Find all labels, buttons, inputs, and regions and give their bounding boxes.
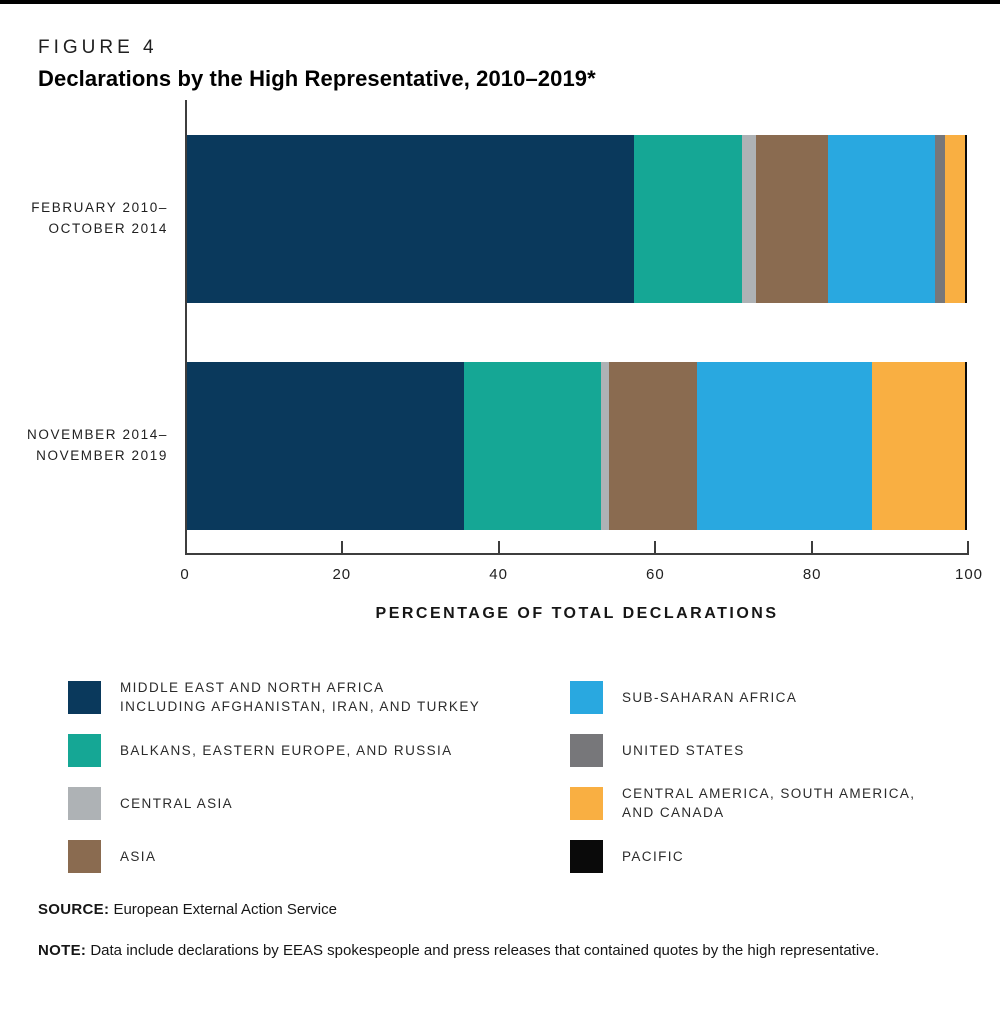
x-axis-tick-mark — [967, 541, 969, 553]
legend-column-left: MIDDLE EAST AND NORTH AFRICA INCLUDING AF… — [68, 680, 570, 892]
bar-segment — [871, 362, 965, 530]
x-axis-title: PERCENTAGE OF TOTAL DECLARATIONS — [375, 605, 779, 622]
bar-segment — [964, 362, 967, 530]
legend-label: MIDDLE EAST AND NORTH AFRICA INCLUDING AF… — [120, 680, 481, 714]
source-line: SOURCE: European External Action Service — [38, 901, 1000, 918]
note-line: NOTE: Data include declarations by EEAS … — [38, 942, 1000, 959]
bar-segment — [964, 135, 967, 303]
legend-item: BALKANS, EASTERN EUROPE, AND RUSSIA — [68, 733, 570, 767]
bar-segment — [633, 135, 743, 303]
top-rule — [0, 0, 1000, 4]
legend-label: UNITED STATES — [622, 742, 745, 758]
bar-segment — [755, 135, 829, 303]
bar-segment — [187, 362, 464, 530]
legend-label: CENTRAL ASIA — [120, 795, 234, 811]
stacked-bar-chart: FEBRUARY 2010– OCTOBER 2014 NOVEMBER 201… — [0, 100, 1000, 657]
bar-label-line: NOVEMBER 2014– — [27, 427, 168, 442]
y-axis-line — [185, 100, 187, 555]
bar-segment — [934, 135, 946, 303]
bar-segment — [187, 135, 634, 303]
legend-label: CENTRAL AMERICA, SOUTH AMERICA, AND CANAD… — [622, 786, 916, 820]
note-text: Data include declarations by EEAS spokes… — [90, 942, 880, 959]
x-axis-tick-mark — [811, 541, 814, 553]
figure-header: FIGURE 4 Declarations by the High Repres… — [0, 4, 1000, 100]
bar-label-2010-2014: FEBRUARY 2010– OCTOBER 2014 — [0, 197, 168, 239]
legend-label: BALKANS, EASTERN EUROPE, AND RUSSIA — [120, 742, 453, 758]
legend-swatch — [570, 680, 603, 714]
bar-segment — [601, 362, 609, 530]
legend-column-right: SUB-SAHARAN AFRICA UNITED STATES CENTRAL A… — [570, 680, 915, 892]
bar-label-2014-2019: NOVEMBER 2014– NOVEMBER 2019 — [0, 424, 168, 466]
bar-segment — [742, 135, 756, 303]
bar-segment — [608, 362, 698, 530]
x-axis-tick-label: 0 — [180, 566, 190, 583]
legend-item: SUB-SAHARAN AFRICA — [570, 680, 915, 714]
figure-label: FIGURE 4 — [38, 37, 158, 58]
legend-item: CENTRAL AMERICA, SOUTH AMERICA, AND CANAD… — [570, 786, 915, 820]
bar-segment — [697, 362, 872, 530]
legend-swatch — [68, 733, 101, 767]
legend-item: PACIFIC — [570, 839, 915, 873]
legend-label: ASIA — [120, 848, 157, 864]
x-axis-tick-label: 80 — [802, 566, 822, 583]
bar-segment — [945, 135, 965, 303]
legend-swatch — [68, 839, 101, 873]
legend-item: MIDDLE EAST AND NORTH AFRICA INCLUDING AF… — [68, 680, 570, 714]
x-axis-tick-mark — [654, 541, 657, 553]
bar-2014-2019 — [187, 362, 967, 530]
legend-swatch — [68, 786, 101, 820]
legend-swatch — [570, 786, 603, 820]
bar-2010-2014 — [187, 135, 967, 303]
legend-swatch — [570, 733, 603, 767]
source-text: European External Action Service — [113, 901, 337, 918]
bar-label-line: FEBRUARY 2010– — [31, 200, 168, 215]
legend-label: PACIFIC — [622, 848, 685, 864]
x-axis-tick-label: 60 — [646, 566, 665, 583]
x-axis-line — [185, 553, 969, 555]
legend-item: ASIA — [68, 839, 570, 873]
legend: MIDDLE EAST AND NORTH AFRICA INCLUDING AF… — [68, 680, 1000, 892]
source-label: SOURCE: — [38, 901, 110, 918]
x-axis-tick-label: 40 — [489, 566, 508, 583]
page-title: Declarations by the High Representative,… — [38, 66, 596, 91]
note-label: NOTE: — [38, 942, 87, 959]
bar-segment — [463, 362, 602, 530]
legend-swatch — [68, 680, 101, 714]
legend-item: CENTRAL ASIA — [68, 786, 570, 820]
bar-segment — [828, 135, 935, 303]
legend-swatch — [570, 839, 603, 873]
x-axis-tick-label: 100 — [954, 566, 984, 583]
bar-label-line: OCTOBER 2014 — [48, 221, 168, 236]
bar-label-line: NOVEMBER 2019 — [36, 448, 168, 463]
x-axis-tick-mark — [497, 541, 500, 553]
x-axis-tick-label: 20 — [332, 566, 352, 583]
x-axis-tick-mark — [340, 541, 343, 553]
legend-item: UNITED STATES — [570, 733, 915, 767]
legend-label: SUB-SAHARAN AFRICA — [622, 689, 798, 705]
